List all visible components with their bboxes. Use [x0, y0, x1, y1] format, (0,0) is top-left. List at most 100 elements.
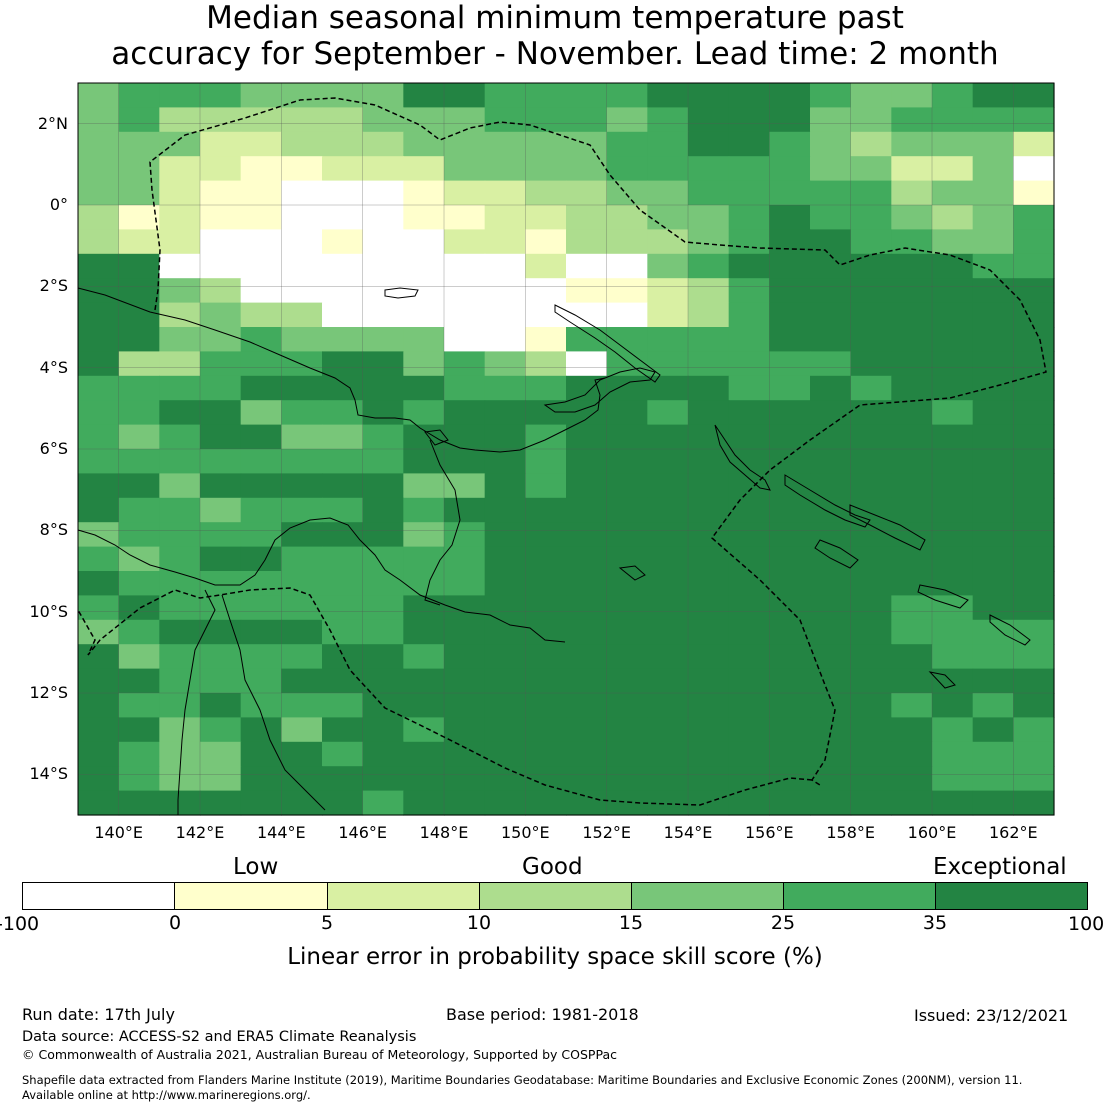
- grid-cell: [403, 473, 445, 499]
- grid-cell: [78, 522, 120, 548]
- grid-cell: [850, 131, 892, 157]
- grid-cell: [525, 741, 567, 767]
- grid-cell: [972, 790, 1014, 816]
- grid-cell: [322, 522, 364, 548]
- grid-cell: [78, 375, 120, 401]
- grid-cell: [891, 449, 933, 474]
- grid-cell: [159, 156, 201, 182]
- grid-cell: [606, 83, 648, 108]
- grid-cell: [728, 229, 770, 255]
- grid-cell: [769, 766, 811, 792]
- colorbar-tick-label: 100: [1068, 913, 1105, 935]
- island-small-3: [424, 429, 449, 446]
- grid-cell: [322, 741, 364, 767]
- grid-cell: [972, 424, 1014, 450]
- grid-cell: [728, 327, 770, 352]
- grid-cell: [322, 619, 364, 645]
- grid-cell: [403, 546, 445, 572]
- grid-cell: [850, 156, 892, 182]
- grid-cell: [322, 253, 364, 279]
- grid-cell: [322, 449, 364, 474]
- grid-cell: [281, 302, 323, 328]
- grid-cell: [769, 83, 811, 108]
- grid-cell: [688, 302, 730, 328]
- grid-cell: [972, 351, 1014, 377]
- grid-cell: [281, 131, 323, 157]
- grid-cell: [200, 522, 242, 548]
- grid-cell: [444, 522, 486, 548]
- grid-cell: [525, 766, 567, 792]
- grid-cell: [932, 766, 974, 792]
- colorbar-segment: [632, 883, 784, 909]
- grid-cell: [118, 107, 160, 133]
- grid-cell: [362, 278, 404, 304]
- grid-cell: [281, 375, 323, 401]
- grid-cell: [78, 497, 120, 523]
- grid-cell: [810, 424, 852, 450]
- grid-cell: [566, 595, 608, 621]
- grid-cell: [1013, 644, 1055, 670]
- grid-cell: [159, 400, 201, 426]
- grid-cell: [484, 327, 526, 352]
- grid-cell: [200, 229, 242, 255]
- grid-cell: [891, 83, 933, 108]
- grid-cell: [403, 131, 445, 157]
- grid-cell: [1013, 497, 1055, 523]
- grid-cell: [769, 619, 811, 645]
- grid-cell: [362, 595, 404, 621]
- grid-cell: [78, 400, 120, 426]
- grid-cell: [810, 522, 852, 548]
- grid-cell: [200, 619, 242, 645]
- grid-cell: [850, 668, 892, 694]
- legend-category-low: Low: [233, 854, 279, 880]
- grid-cell: [647, 180, 689, 206]
- grid-cell: [118, 619, 160, 645]
- grid-cell: [362, 424, 404, 450]
- grid-cell: [78, 571, 120, 596]
- grid-cell: [240, 131, 282, 157]
- grid-cell: [362, 253, 404, 279]
- grid-cell: [810, 595, 852, 621]
- grid-cell: [606, 400, 648, 426]
- grid-cell: [118, 693, 160, 718]
- grid-cell: [850, 424, 892, 450]
- solomon-islands-3: [814, 539, 859, 569]
- skill-score-map: [77, 82, 1055, 816]
- grid-cell: [403, 180, 445, 206]
- grid-cell: [1013, 327, 1055, 352]
- grid-cell: [850, 278, 892, 304]
- grid-cell: [566, 180, 608, 206]
- grid-cell: [647, 302, 689, 328]
- grid-cell: [972, 473, 1014, 499]
- grid-cell: [484, 595, 526, 621]
- png-australia-boundary: [77, 587, 813, 806]
- grid-cell: [1013, 546, 1055, 572]
- grid-cell: [78, 473, 120, 499]
- grid-cell: [932, 449, 974, 474]
- grid-cell: [606, 571, 648, 596]
- grid-cell: [728, 302, 770, 328]
- grid-cell: [810, 644, 852, 670]
- grid-cell: [322, 424, 364, 450]
- grid-cell: [78, 644, 120, 670]
- grid-cell: [688, 717, 730, 743]
- grid-cell: [688, 400, 730, 426]
- grid-cell: [932, 497, 974, 523]
- grid-cell: [159, 131, 201, 157]
- grid-cell: [769, 327, 811, 352]
- grid-cell: [728, 400, 770, 426]
- latitude-label: 12°S: [29, 683, 68, 702]
- grid-cell: [484, 619, 526, 645]
- grid-cell: [728, 644, 770, 670]
- grid-cell: [769, 693, 811, 718]
- grid-cell: [769, 131, 811, 157]
- colorbar-segment: [936, 883, 1087, 909]
- grid-cell: [159, 619, 201, 645]
- grid-cell: [281, 741, 323, 767]
- grid-cell: [525, 571, 567, 596]
- grid-cell: [566, 546, 608, 572]
- grid-cell: [769, 595, 811, 621]
- grid-cell: [932, 131, 974, 157]
- latitude-label: 6°S: [39, 439, 68, 458]
- grid-cell: [484, 766, 526, 792]
